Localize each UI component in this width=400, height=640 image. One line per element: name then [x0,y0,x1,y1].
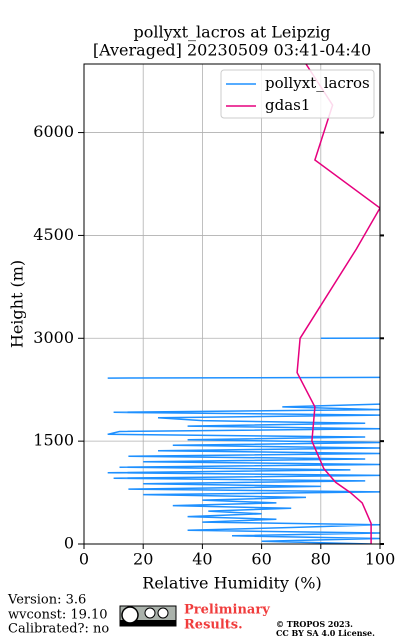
x-tick-label: 40 [192,550,212,569]
chart-title: pollyxt_lacros at Leipzig [133,23,330,42]
x-tick-label: 100 [365,550,396,569]
chart-title: [Averaged] 20230509 03:41-04:40 [93,41,371,60]
x-tick-label: 60 [251,550,271,569]
status: Preliminary [184,603,270,618]
legend-box [220,69,375,119]
data-line [296,64,380,544]
copyright: © TROPOS 2023. [276,619,353,629]
calibrated: Calibrated?: no [8,622,109,637]
plot-frame [83,63,381,545]
y-tick-label: 1500 [33,431,74,450]
version: Version: 3.6 [7,593,86,608]
x-tick-label: 20 [133,550,153,569]
cc-badge [119,605,177,627]
x-axis-label: Relative Humidity (%) [142,574,321,593]
y-tick-label: 4500 [33,225,74,244]
x-tick-label: 80 [311,550,331,569]
legend-label: pollyxt_lacros [265,74,370,92]
copyright: CC BY SA 4.0 License. [276,628,375,638]
x-tick-label: 0 [79,550,89,569]
status: Results. [184,618,243,633]
y-tick-label: 0 [64,534,74,553]
y-tick-label: 6000 [33,122,74,141]
data-line [107,337,380,544]
wvconst: wvconst: 19.10 [8,608,108,623]
legend: pollyxt_lacros gdas1 [220,69,375,119]
legend-label: gdas1 [265,96,310,114]
plot-area [107,64,380,544]
y-tick-label: 3000 [33,328,74,347]
y-axis-label: Height (m) [8,260,27,348]
